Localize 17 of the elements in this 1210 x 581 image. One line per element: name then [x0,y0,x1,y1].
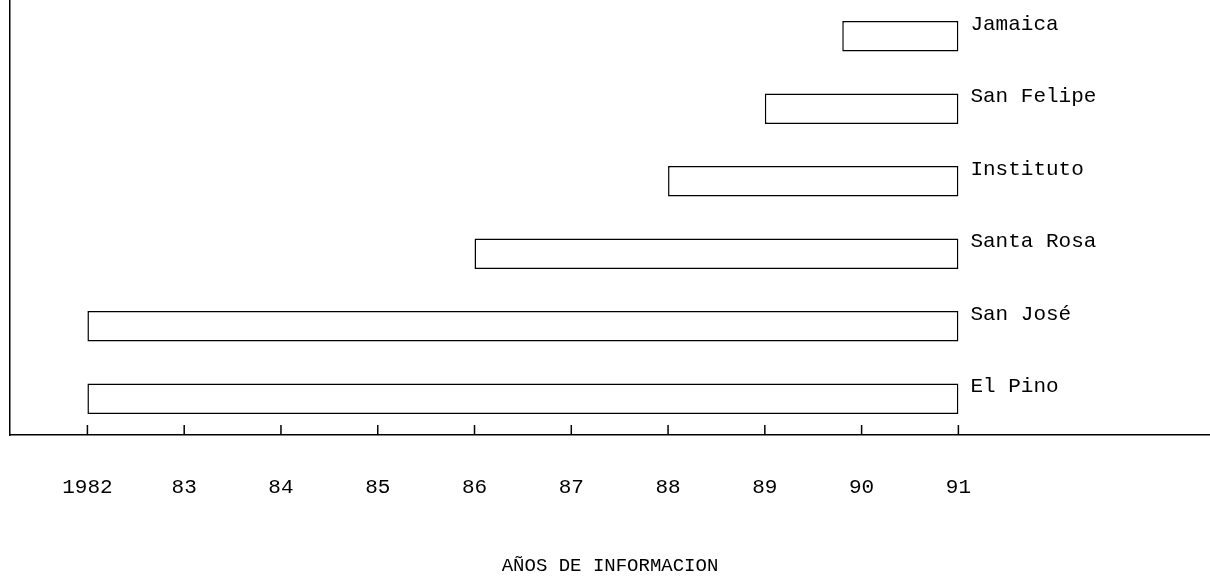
x-tick-label: 88 [655,476,681,500]
x-tick-label: 86 [461,476,488,500]
x-tick-label: 84 [268,476,294,500]
x-tick-label: 1982 [62,476,113,500]
x-tick-label: 90 [849,476,875,500]
y-tick-label: Jamaica [970,12,1059,36]
y-tick-label: Santa Rosa [970,230,1097,254]
y-tick-label: San José [970,302,1072,326]
x-tick-label: 89 [752,476,778,500]
y-tick-label: San Felipe [970,85,1097,109]
x-tick-label: 85 [365,476,391,500]
x-tick-label: 87 [558,476,584,500]
x-tick-label: 91 [945,476,971,500]
y-tick-label: Instituto [970,157,1084,181]
y-tick-label: El Pino [970,375,1059,399]
x-tick-label: 83 [171,476,197,500]
x-axis-title: AÑOS DE INFORMACION [501,554,719,577]
